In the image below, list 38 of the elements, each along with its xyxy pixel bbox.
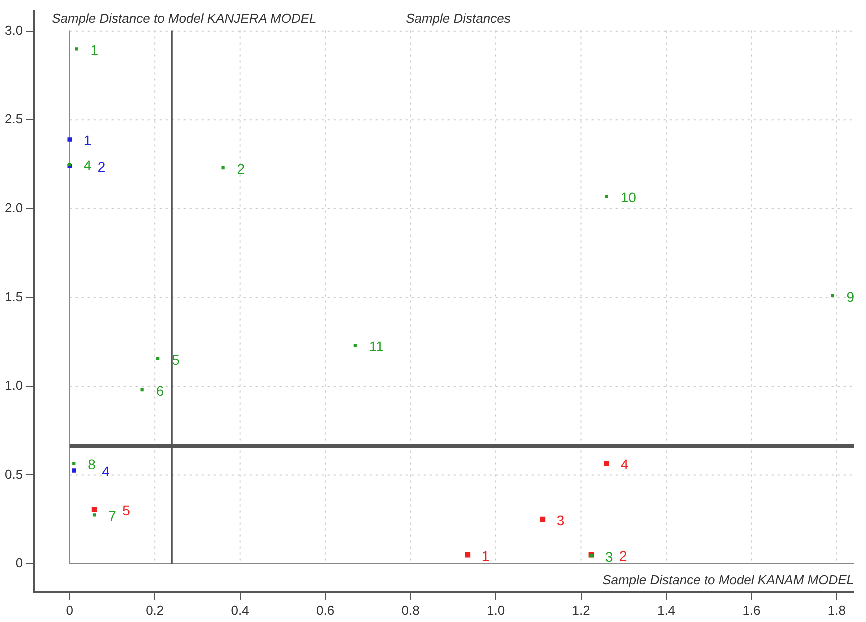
annotation: 4	[620, 456, 629, 473]
annotation: 2	[98, 159, 106, 176]
x-tick-label: 0	[66, 602, 74, 618]
x-tick-label: 1.0	[486, 602, 506, 618]
annotation: 10	[620, 189, 637, 206]
chart-title: Sample Distances	[406, 10, 512, 26]
y-tick-label: 1.0	[4, 378, 24, 394]
x-tick-label: 1.6	[742, 602, 761, 618]
annotation: 3	[556, 512, 565, 528]
annotation: 4	[84, 157, 92, 174]
annotation: 7	[108, 508, 117, 524]
y-tick-label: 0	[16, 556, 24, 571]
annotation: 2	[619, 548, 628, 564]
annotation: 2	[237, 160, 246, 177]
annotation: 11	[369, 338, 384, 354]
x-tick-label: 0.8	[402, 602, 420, 618]
y-tick-label: 1.5	[4, 289, 24, 304]
x-tick-label: 0.2	[146, 602, 164, 618]
x-tick-label: 1.4	[657, 602, 676, 618]
x-tick-label: 0.6	[316, 602, 335, 618]
annotation: 6	[156, 382, 164, 399]
annotation: 3	[605, 548, 614, 565]
y-tick-label: 0.5	[4, 466, 24, 482]
x-tick-label: 1.8	[828, 602, 846, 618]
y-axis-title: Sample Distance to Model KANJERA MODEL	[52, 10, 317, 26]
annotation: 9	[846, 288, 855, 305]
annotation: 1	[482, 548, 490, 564]
y-tick-label: 2.0	[4, 200, 24, 216]
x-tick-label: 1.2	[572, 602, 590, 618]
annotation: 1	[84, 132, 92, 149]
y-tick-label: 2.5	[4, 112, 24, 127]
annotation: 5	[122, 502, 131, 519]
annotation: 1	[90, 42, 99, 58]
x-tick-label: 0.4	[231, 602, 250, 618]
x-axis-title: Sample Distance to Model KANAM MODEL	[602, 572, 854, 588]
y-tick-label: 3.0	[4, 22, 24, 38]
annotation: 8	[88, 456, 96, 473]
annotation: 4	[102, 464, 110, 480]
